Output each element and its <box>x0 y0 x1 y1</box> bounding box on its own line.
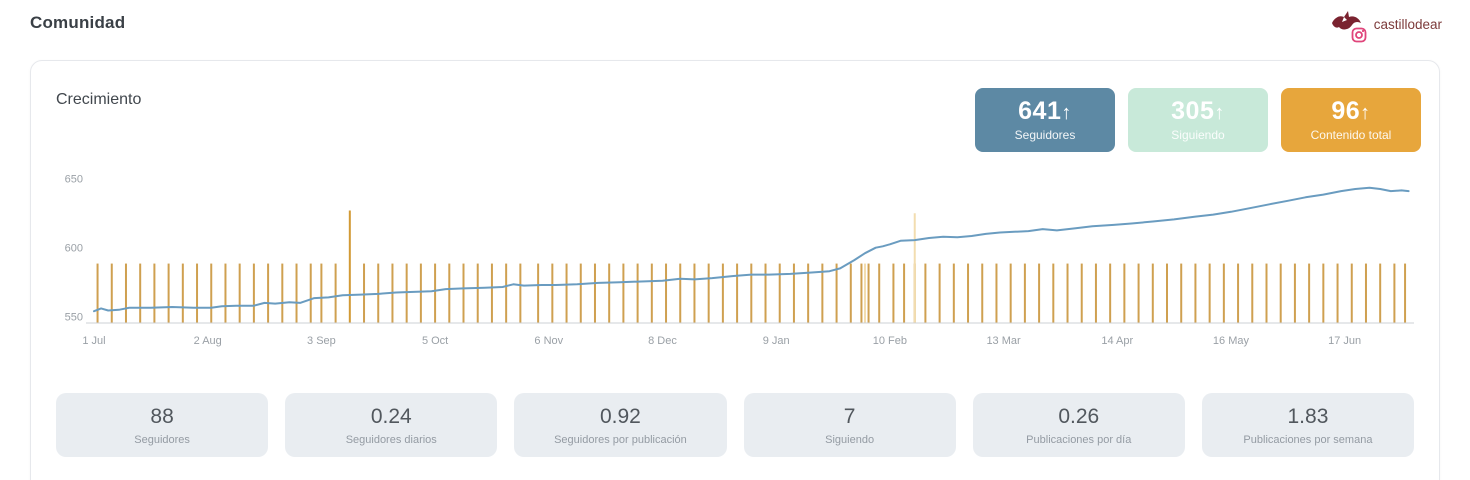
account-username[interactable]: castillodear <box>1373 16 1442 32</box>
stat-card-following: 7 Siguiendo <box>743 393 956 457</box>
svg-text:3 Sep: 3 Sep <box>307 335 336 347</box>
svg-text:5 Oct: 5 Oct <box>422 335 448 347</box>
following-badge-value: 305 <box>1171 97 1215 126</box>
instagram-icon <box>1350 27 1367 43</box>
svg-text:650: 650 <box>65 174 83 186</box>
stat-card-daily-followers: 0.24 Seguidores diarios <box>285 393 498 457</box>
stat-label: Seguidores por publicación <box>554 433 687 446</box>
up-arrow-icon: ↑ <box>1214 102 1225 125</box>
dragon-logo-icon <box>1331 11 1361 30</box>
total-content-badge-label: Contenido total <box>1310 127 1392 142</box>
growth-card: Crecimiento 641↑ Seguidores 305↑ Siguien… <box>30 60 1440 480</box>
up-arrow-icon: ↑ <box>1360 102 1371 125</box>
svg-text:6 Nov: 6 Nov <box>534 335 563 347</box>
stat-card-posts-per-day: 0.26 Publicaciones por día <box>972 393 1185 457</box>
stat-card-followers: 88 Seguidores <box>56 393 269 457</box>
svg-text:16 May: 16 May <box>1213 335 1250 347</box>
account-avatar <box>1329 8 1367 43</box>
stat-value: 0.92 <box>599 404 641 428</box>
up-arrow-icon: ↑ <box>1061 102 1072 125</box>
svg-text:1 Jul: 1 Jul <box>82 335 105 347</box>
page-title: Comunidad <box>30 13 126 32</box>
stat-value: 7 <box>843 404 856 428</box>
svg-text:2 Aug: 2 Aug <box>194 335 222 347</box>
growth-card-title: Crecimiento <box>56 91 142 108</box>
stat-label: Publicaciones por semana <box>1243 433 1373 446</box>
stat-value: 1.83 <box>1287 404 1329 428</box>
stat-card-followers-per-post: 0.92 Seguidores por publicación <box>514 393 727 457</box>
stat-value: 0.26 <box>1058 404 1100 428</box>
account-selector[interactable]: castillodear <box>1329 8 1442 43</box>
stat-card-posts-per-week: 1.83 Publicaciones por semana <box>1201 393 1415 457</box>
svg-text:13 Mar: 13 Mar <box>986 335 1021 347</box>
svg-text:550: 550 <box>65 312 83 324</box>
stat-label: Publicaciones por día <box>1026 433 1132 446</box>
stat-label: Seguidores <box>134 433 190 446</box>
total-content-badge[interactable]: 96↑ Contenido total <box>1281 88 1421 152</box>
svg-text:14 Apr: 14 Apr <box>1101 335 1133 347</box>
stat-label: Siguiendo <box>825 433 875 446</box>
svg-text:600: 600 <box>65 243 83 255</box>
total-content-badge-value: 96 <box>1331 97 1361 126</box>
stat-value: 0.24 <box>370 404 412 428</box>
summary-stats-row: 88 Seguidores 0.24 Seguidores diarios 0.… <box>56 393 1415 457</box>
svg-text:10 Feb: 10 Feb <box>873 335 907 347</box>
followers-badge[interactable]: 641↑ Seguidores <box>975 88 1115 152</box>
svg-text:8 Dec: 8 Dec <box>648 335 677 347</box>
growth-chart[interactable]: 550 600 650 1 Jul 2 Aug 3 Sep 5 Oct 6 Nov 8 Dec 9… <box>46 166 1441 358</box>
following-badge-label: Siguiendo <box>1171 127 1225 142</box>
svg-text:17 Jun: 17 Jun <box>1328 335 1361 347</box>
following-badge[interactable]: 305↑ Siguiendo <box>1128 88 1268 152</box>
stat-value: 88 <box>150 404 174 428</box>
stat-label: Seguidores diarios <box>345 433 437 446</box>
growth-badges: 641↑ Seguidores 305↑ Siguiendo 96↑ Conte… <box>975 88 1421 152</box>
svg-text:9 Jan: 9 Jan <box>763 335 790 347</box>
followers-badge-value: 641 <box>1018 97 1062 126</box>
followers-badge-label: Seguidores <box>1014 127 1076 142</box>
